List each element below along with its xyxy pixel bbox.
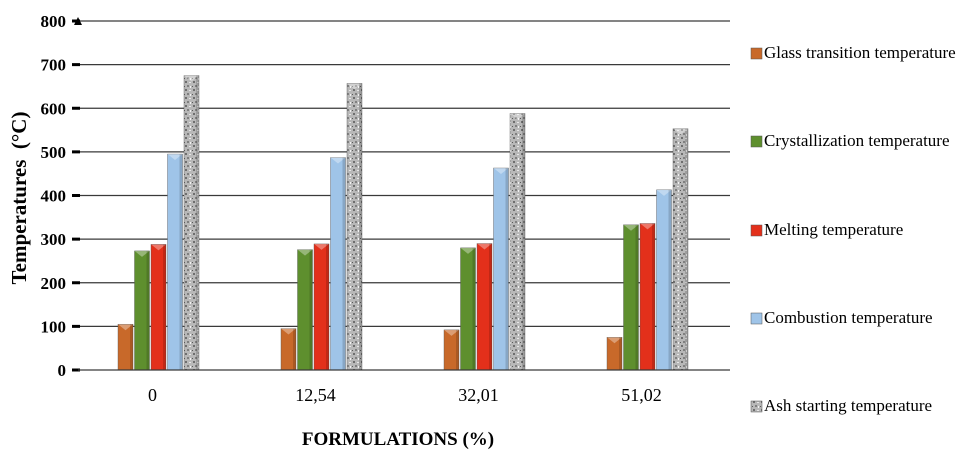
bar-shadow xyxy=(619,337,622,370)
y-tick-label: 600 xyxy=(41,99,67,118)
bar-shadow xyxy=(196,75,199,370)
x-tick-label: 32,01 xyxy=(458,385,499,405)
bar-shadow xyxy=(163,244,166,370)
y-tick-label: 400 xyxy=(41,187,67,206)
bar-shadow xyxy=(505,168,509,370)
x-tick-label: 51,02 xyxy=(621,385,662,405)
legend-swatch xyxy=(750,135,763,148)
y-tick-label: 500 xyxy=(41,143,67,162)
x-axis-title: FORMULATIONS (%) xyxy=(302,429,494,450)
y-tick-label: 800 xyxy=(41,12,67,31)
bar-shadow xyxy=(293,328,296,370)
bar-shadow xyxy=(456,329,459,370)
legend: Glass transition temperature Crystallizat… xyxy=(750,43,956,415)
bar-shadow xyxy=(685,128,688,370)
axes: 0 100 200 300 400 500 600 700 800 0 12,54 32,01 51,0… xyxy=(41,12,730,405)
bar-highlight xyxy=(151,244,166,251)
y-tick-label: 100 xyxy=(41,317,67,336)
bar-highlight xyxy=(314,243,329,250)
bar-highlight xyxy=(477,243,492,250)
y-tick-label: 200 xyxy=(41,274,67,293)
bar-highlight xyxy=(118,324,133,331)
bar-shadow xyxy=(489,243,492,370)
legend-label: Melting temperature xyxy=(764,220,903,239)
y-tick-label: 300 xyxy=(41,230,67,249)
bar-highlight xyxy=(444,329,459,336)
bar-highlight xyxy=(607,337,622,344)
legend-swatch xyxy=(750,400,763,413)
bar-highlight xyxy=(493,168,509,175)
bar-highlight xyxy=(134,250,150,257)
bar-shadow xyxy=(146,250,150,370)
bar-highlight xyxy=(510,113,525,120)
bar-highlight xyxy=(623,224,639,231)
bar-highlight xyxy=(184,75,199,82)
legend-swatch xyxy=(750,224,763,237)
legend-label: Ash starting temperature xyxy=(764,396,932,415)
y-tick-label: 700 xyxy=(41,56,67,75)
bar-highlight xyxy=(673,128,688,135)
x-tick-label: 12,54 xyxy=(295,385,336,405)
y-axis-arrow-icon xyxy=(74,17,82,25)
bar-shadow xyxy=(668,189,672,370)
bar-shadow xyxy=(179,154,183,370)
legend-label: Combustion temperature xyxy=(764,308,933,327)
bar-highlight xyxy=(656,189,672,196)
legend-swatch xyxy=(750,312,763,325)
bar-highlight xyxy=(460,247,476,254)
bar-highlight xyxy=(330,157,346,164)
bar-highlight xyxy=(281,328,296,335)
bar-highlight xyxy=(167,154,183,161)
bar-shadow xyxy=(472,247,476,370)
x-tick-label: 0 xyxy=(148,385,157,405)
legend-label: Crystallization temperature xyxy=(764,131,950,150)
y-tick-label: 0 xyxy=(58,361,67,380)
y-axis-title: Temperatures (°C) xyxy=(7,112,31,285)
legend-label: Glass transition temperature xyxy=(764,43,956,62)
bar-shadow xyxy=(359,83,362,370)
bar-highlight xyxy=(297,249,313,256)
bars xyxy=(117,75,689,371)
bar-shadow xyxy=(326,243,329,370)
bar-shadow xyxy=(309,249,313,370)
bar-shadow xyxy=(130,324,133,370)
bar-highlight xyxy=(347,83,362,90)
legend-swatch xyxy=(750,47,763,60)
bar-shadow xyxy=(652,223,655,370)
bar-shadow xyxy=(342,157,346,370)
bar-highlight xyxy=(640,223,655,230)
bar-shadow xyxy=(522,113,525,371)
bar-shadow xyxy=(635,224,639,370)
